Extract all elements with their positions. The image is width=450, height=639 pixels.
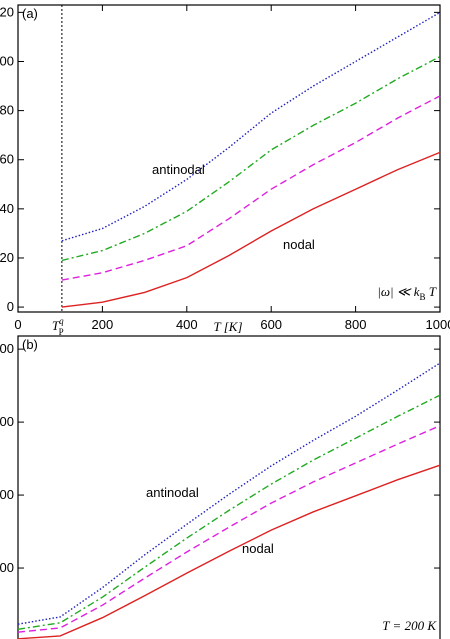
annotation: nodal: [242, 541, 274, 556]
reference-label: Tq P: [52, 316, 64, 337]
condition-tail: T: [426, 284, 437, 299]
plot-frame: [17, 4, 441, 313]
series-line: [17, 464, 441, 639]
x-tick-label: 800: [345, 317, 367, 332]
series-line: [61, 151, 441, 308]
reference-label-base: T: [52, 318, 60, 333]
annotation: antinodal: [152, 162, 205, 177]
x-tick-label: 1000: [426, 317, 450, 332]
series-line: [61, 11, 441, 242]
y-tick-label: 100: [0, 560, 14, 575]
panel-label: (a): [22, 6, 38, 21]
annotation: nodal: [283, 237, 315, 252]
y-tick-label: 80: [0, 103, 14, 118]
x-axis-label: T [K]: [213, 319, 242, 334]
x-tick-label: 600: [260, 317, 282, 332]
plot-frame: [17, 335, 441, 639]
condition-main: T = 200 K: [382, 618, 437, 633]
x-tick-label: 200: [92, 317, 114, 332]
y-tick-label: 0: [7, 299, 14, 314]
y-tick-label: 20: [0, 250, 14, 265]
annotation: antinodal: [146, 485, 199, 500]
series-line: [61, 55, 441, 262]
condition-sub: B: [420, 292, 426, 302]
y-tick-label: 100: [0, 53, 14, 68]
series-line: [61, 95, 441, 281]
y-tick-label: 400: [0, 341, 14, 356]
x-tick-label: 400: [176, 317, 198, 332]
reference-label-sub: P: [59, 327, 64, 337]
condition-label: T = 200 K: [382, 618, 437, 633]
condition-label: |ω| ≪ kB T: [377, 284, 436, 302]
y-tick-label: 60: [0, 152, 14, 167]
x-tick-label: 0: [14, 317, 21, 332]
panel-label: (b): [22, 337, 38, 352]
y-tick-label: 300: [0, 414, 14, 429]
y-tick-label: 200: [0, 487, 14, 502]
y-tick-label: 120: [0, 4, 14, 19]
series-line: [17, 425, 441, 633]
condition-main: |ω| ≪ k: [377, 284, 419, 299]
series-line: [17, 394, 441, 630]
series-line: [17, 362, 441, 625]
y-tick-label: 40: [0, 201, 14, 216]
reference-label-sup: q: [59, 316, 64, 326]
